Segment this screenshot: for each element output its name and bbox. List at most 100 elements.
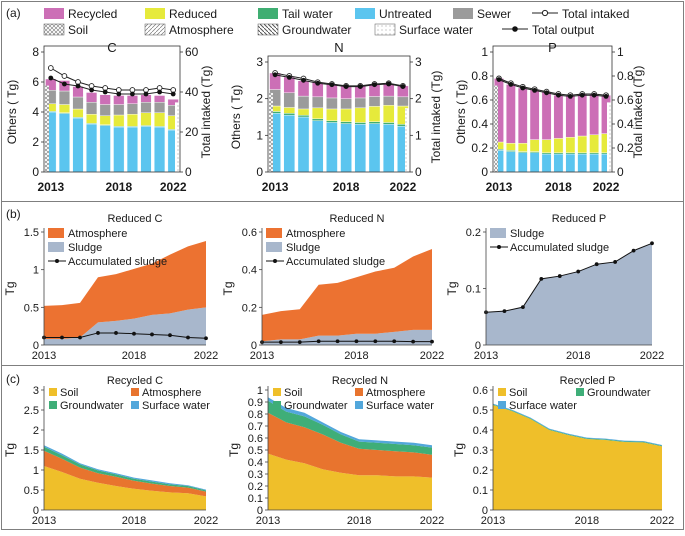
bar-untreated: [382, 124, 395, 173]
bar-sewer: [326, 97, 338, 110]
line-accumulated-sludge: [44, 332, 207, 339]
right-tick-label: 3: [415, 55, 422, 69]
point-accumulated-sludge: [373, 339, 378, 344]
right-tick-label: 1: [415, 128, 422, 142]
y-tick-label: 3: [33, 385, 39, 397]
bar-reduced: [283, 107, 296, 114]
bar-reduced: [529, 139, 540, 152]
legend-swatch-soil: [49, 388, 57, 396]
right-tick-label: 1: [617, 45, 624, 59]
y-tick-label: 0.6: [473, 385, 488, 397]
y-tick-label: 0: [251, 340, 257, 352]
bar-reduced: [99, 115, 111, 125]
bar-tail-water: [283, 113, 296, 116]
plot-frame: [43, 45, 181, 173]
bar-tail-water: [340, 121, 352, 124]
legend-swatch-soil: [273, 388, 281, 396]
y-axis-title: Tg: [452, 443, 466, 457]
right-tick-label: 0: [415, 165, 422, 179]
bar-untreated: [541, 153, 552, 173]
bar-untreated: [99, 125, 111, 173]
legend-label: Atmosphere: [286, 228, 345, 240]
left-tick-label: 6: [32, 75, 39, 89]
bar-reduced: [140, 112, 152, 126]
point-total-output: [329, 82, 335, 88]
bar-sewer: [382, 95, 395, 106]
legend-label: Surface water: [509, 400, 577, 412]
legend-swatch-recycled: [44, 8, 64, 19]
bar-untreated: [283, 114, 296, 173]
legend-label: Atmosphere: [366, 387, 425, 399]
y-tick-label: 0.9: [248, 397, 263, 409]
right-tick-label: 0.6: [617, 93, 634, 107]
chart-legend: Atmosphere Sludge Accumulated sludge: [266, 228, 385, 268]
legend-label-soil: Soil: [68, 23, 88, 37]
point-total-output: [496, 77, 502, 82]
point-accumulated-sludge: [594, 262, 599, 267]
chart-title: N: [334, 40, 343, 55]
legend-label: Sludge: [68, 242, 102, 254]
legend-swatch-soil: [498, 388, 506, 396]
chart-title: Reduced P: [552, 213, 606, 225]
point-accumulated-sludge: [60, 335, 64, 340]
x-tick-label: 2022: [390, 180, 417, 194]
left-tick-label: 0.4: [471, 117, 488, 131]
bar-reduced: [58, 104, 70, 113]
bar-recycled: [589, 93, 599, 135]
chart-p: 0 0.2 0.4 0.6 0.8 1 0 0.2 0.4 0.6 0.8 1 P 2013 2018 202…: [454, 40, 645, 194]
point-total-output: [556, 92, 561, 98]
legend-label: Atmosphere: [68, 228, 127, 240]
bar-recycled: [506, 84, 516, 144]
point-total-output: [357, 84, 363, 89]
bar-sewer: [311, 96, 324, 109]
point-total-output: [116, 91, 122, 97]
chart-title: P: [548, 40, 557, 55]
bar-reduced: [86, 114, 98, 124]
point-total-output: [143, 91, 149, 97]
legend-label-total-output: Total output: [532, 23, 595, 37]
y-tick-label: 0: [475, 340, 481, 352]
point-total-intaked: [61, 73, 68, 79]
y-tick-label: 0.2: [248, 481, 263, 493]
x-tick-label: 2018: [575, 515, 599, 527]
legend-label: Groundwater: [587, 387, 651, 399]
bar-reduced: [72, 108, 84, 118]
point-total-output: [75, 83, 81, 89]
point-accumulated-sludge: [613, 260, 618, 264]
point-accumulated-sludge: [204, 336, 208, 341]
bar-reduced: [577, 135, 588, 153]
legend-swatch-atmosphere: [266, 228, 282, 238]
y-tick-label: 0: [482, 505, 488, 517]
right-tick-label: 0.8: [617, 69, 634, 83]
legend-marker-accumulated-sludge: [273, 259, 277, 263]
bar-sewer: [154, 102, 166, 113]
chart-reduced-p: 0 0.1 0.2 2013 2018 2022 Tg Reduced P Sludge Accu…: [445, 213, 664, 362]
chart-title: C: [107, 40, 116, 55]
x-tick-label: 2013: [486, 180, 513, 194]
right-tick-label: 40: [185, 85, 199, 99]
bar-reduced: [517, 142, 528, 152]
bar-reduced: [553, 138, 564, 153]
x-tick-label: 2013: [250, 350, 274, 362]
point-accumulated-sludge: [78, 335, 82, 340]
hatch-export-left: [45, 85, 49, 172]
right-tick-label: 2: [415, 92, 422, 106]
point-total-output: [544, 90, 549, 96]
legend-label-surface-water: Surface water: [399, 23, 473, 37]
bar-untreated: [326, 122, 338, 173]
legend-swatch-atmosphere: [48, 228, 64, 238]
bar-sewer: [297, 95, 310, 110]
left-tick-label: 3: [256, 55, 263, 69]
bar-sewer: [58, 90, 70, 105]
bar-reduced: [382, 105, 395, 123]
y-tick-label: 0.4: [248, 457, 263, 469]
legend-label: Sludge: [286, 242, 320, 254]
y-tick-label: 0.2: [242, 302, 257, 314]
x-tick-label: 2013: [32, 350, 56, 362]
bar-recycled: [99, 94, 111, 105]
chart-legend: Soil Atmosphere Groundwater Surface water: [273, 387, 434, 412]
line-total-intaked: [274, 72, 403, 87]
legend-label-untreated: Untreated: [379, 7, 432, 21]
legend-swatch-sewer: [453, 8, 473, 19]
area-groundwater: [268, 400, 432, 455]
